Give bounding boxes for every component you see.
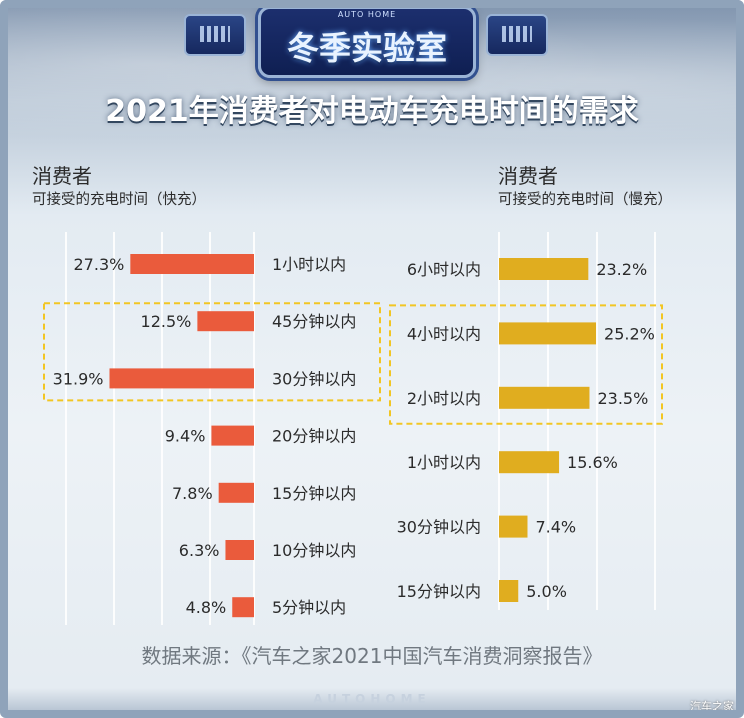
fast-bar (232, 597, 254, 618)
fast-bar (197, 311, 254, 332)
fast-bar (130, 254, 254, 274)
slow-bar (499, 580, 519, 602)
slow-category-label: 6小时以内 (407, 260, 481, 279)
fast-category-label: 1小时以内 (272, 255, 346, 274)
badge-small-text: AUTO HOME (337, 10, 397, 19)
fast-value-label: 27.3% (74, 255, 125, 274)
slow-category-label: 15分钟以内 (397, 582, 481, 601)
footer-wordmark: AUTOHOME (313, 692, 431, 706)
badge-title: 冬季实验室 (286, 29, 447, 67)
fast-bar (225, 540, 254, 560)
equalizer-left-icon (184, 14, 246, 56)
fast-bar (211, 425, 254, 446)
fast-category-label: 5分钟以内 (272, 598, 346, 617)
slow-category-label: 2小时以内 (407, 389, 481, 408)
slow-value-label: 7.4% (535, 518, 576, 537)
slow-category-label: 4小时以内 (407, 324, 481, 343)
slow-bar (499, 515, 528, 538)
page-title: 2021年消费者对电动车充电时间的需求 (105, 94, 639, 129)
slow-value-label: 23.2% (596, 260, 647, 279)
slow-value-label: 23.5% (597, 389, 648, 408)
slow-category-label: 30分钟以内 (397, 518, 481, 537)
slow-value-label: 5.0% (526, 582, 567, 601)
fast-charge-chart: 27.3% 1小时以内 12.5% 45分钟以内 31.9% 30分钟以内 9.4% 20分钟… (43, 232, 381, 625)
fast-value-label: 6.3% (179, 541, 220, 560)
fast-category-label: 15分钟以内 (272, 484, 356, 503)
fast-value-label: 31.9% (53, 369, 104, 388)
fast-value-label: 4.8% (186, 598, 227, 617)
slow-value-label: 15.6% (567, 453, 618, 472)
fast-value-label: 7.8% (172, 484, 213, 503)
watermark-text: 汽车之家 (690, 700, 734, 713)
fast-value-label: 12.5% (141, 312, 192, 331)
right-subheading: 可接受的充电时间（慢充） (498, 192, 672, 208)
slow-charge-chart: 23.2% 6小时以内 25.2% 4小时以内 23.5% 2小时以内 15.6% 1小时以内… (389, 232, 663, 610)
fast-value-label: 9.4% (165, 427, 206, 446)
slow-bar (499, 258, 589, 280)
slow-value-label: 25.2% (604, 324, 655, 343)
slow-highlight-box (389, 304, 663, 425)
fast-category-label: 20分钟以内 (272, 427, 356, 446)
fast-category-label: 10分钟以内 (272, 541, 356, 560)
fast-category-label: 30分钟以内 (272, 369, 356, 388)
equalizer-right-icon (486, 14, 548, 56)
right-heading: 消费者 (498, 164, 558, 188)
slow-bar (499, 386, 590, 409)
fast-bar (218, 482, 254, 503)
source-note: 数据来源：《汽车之家2021中国汽车消费洞察报告》 (141, 644, 603, 668)
fast-bar (109, 368, 254, 389)
fast-category-label: 45分钟以内 (272, 312, 356, 331)
slow-bar (499, 451, 560, 474)
slow-bar (499, 322, 597, 345)
slow-category-label: 1小时以内 (407, 453, 481, 472)
left-heading: 消费者 (32, 164, 92, 188)
fast-highlight-box (43, 302, 381, 402)
left-subheading: 可接受的充电时间（快充） (32, 192, 206, 208)
